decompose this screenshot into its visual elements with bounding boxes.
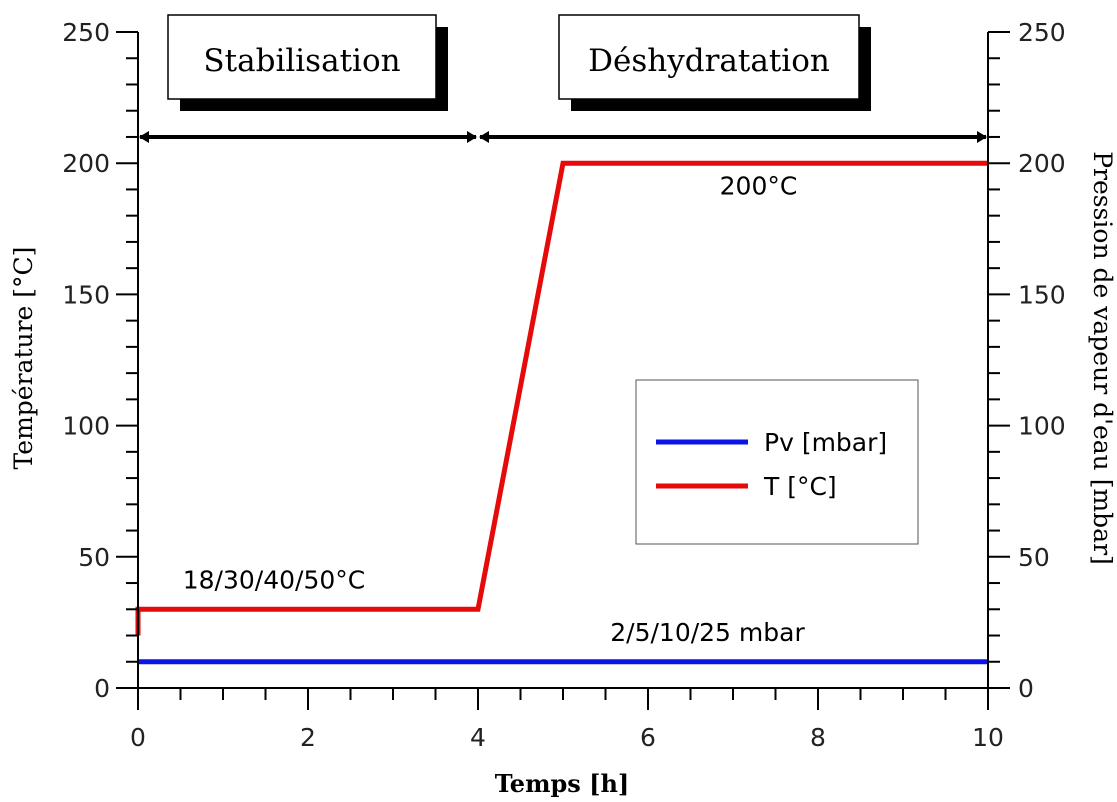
y-left-tick-label: 0: [94, 674, 110, 703]
annotation-label: 18/30/40/50°C: [183, 565, 365, 594]
x-tick-label: 10: [972, 723, 1004, 752]
phase-box: [558, 14, 860, 100]
y-axis-right-title: Pression de vapeur d'eau [mbar]: [1088, 151, 1117, 565]
x-axis-title: Temps [h]: [495, 769, 630, 798]
x-tick-label: 0: [130, 723, 146, 752]
y-right-tick-label: 50: [1018, 543, 1050, 572]
y-right-tick-label: 150: [1018, 280, 1066, 309]
legend-label-1: T [°C]: [763, 472, 837, 501]
legend: Pv [mbar] T [°C]: [635, 379, 919, 545]
x-tick-label: 6: [640, 723, 656, 752]
x-tick-label: 8: [810, 723, 826, 752]
annotation-label: 2/5/10/25 mbar: [610, 618, 805, 647]
x-tick-label: 2: [300, 723, 316, 752]
y-left-tick-label: 150: [62, 280, 110, 309]
y-axis-left-title: Température [°C]: [9, 247, 38, 470]
legend-box: [635, 379, 919, 545]
y-left-tick-label: 50: [78, 543, 110, 572]
y-left-tick-label: 200: [62, 149, 110, 178]
y-right-tick-label: 200: [1018, 149, 1066, 178]
phase-label: Stabilisation: [203, 43, 400, 79]
y-left-tick-label: 100: [62, 412, 110, 441]
phase-box: [167, 14, 437, 100]
y-left-tick-label: 250: [62, 18, 110, 47]
legend-label-0: Pv [mbar]: [764, 428, 887, 457]
annotation-label: 200°C: [720, 172, 798, 201]
y-right-tick-label: 0: [1018, 674, 1034, 703]
y-right-tick-label: 250: [1018, 18, 1066, 47]
y-right-tick-label: 100: [1018, 412, 1066, 441]
x-tick-label: 4: [470, 723, 486, 752]
phase-label: Déshydratation: [588, 43, 830, 79]
